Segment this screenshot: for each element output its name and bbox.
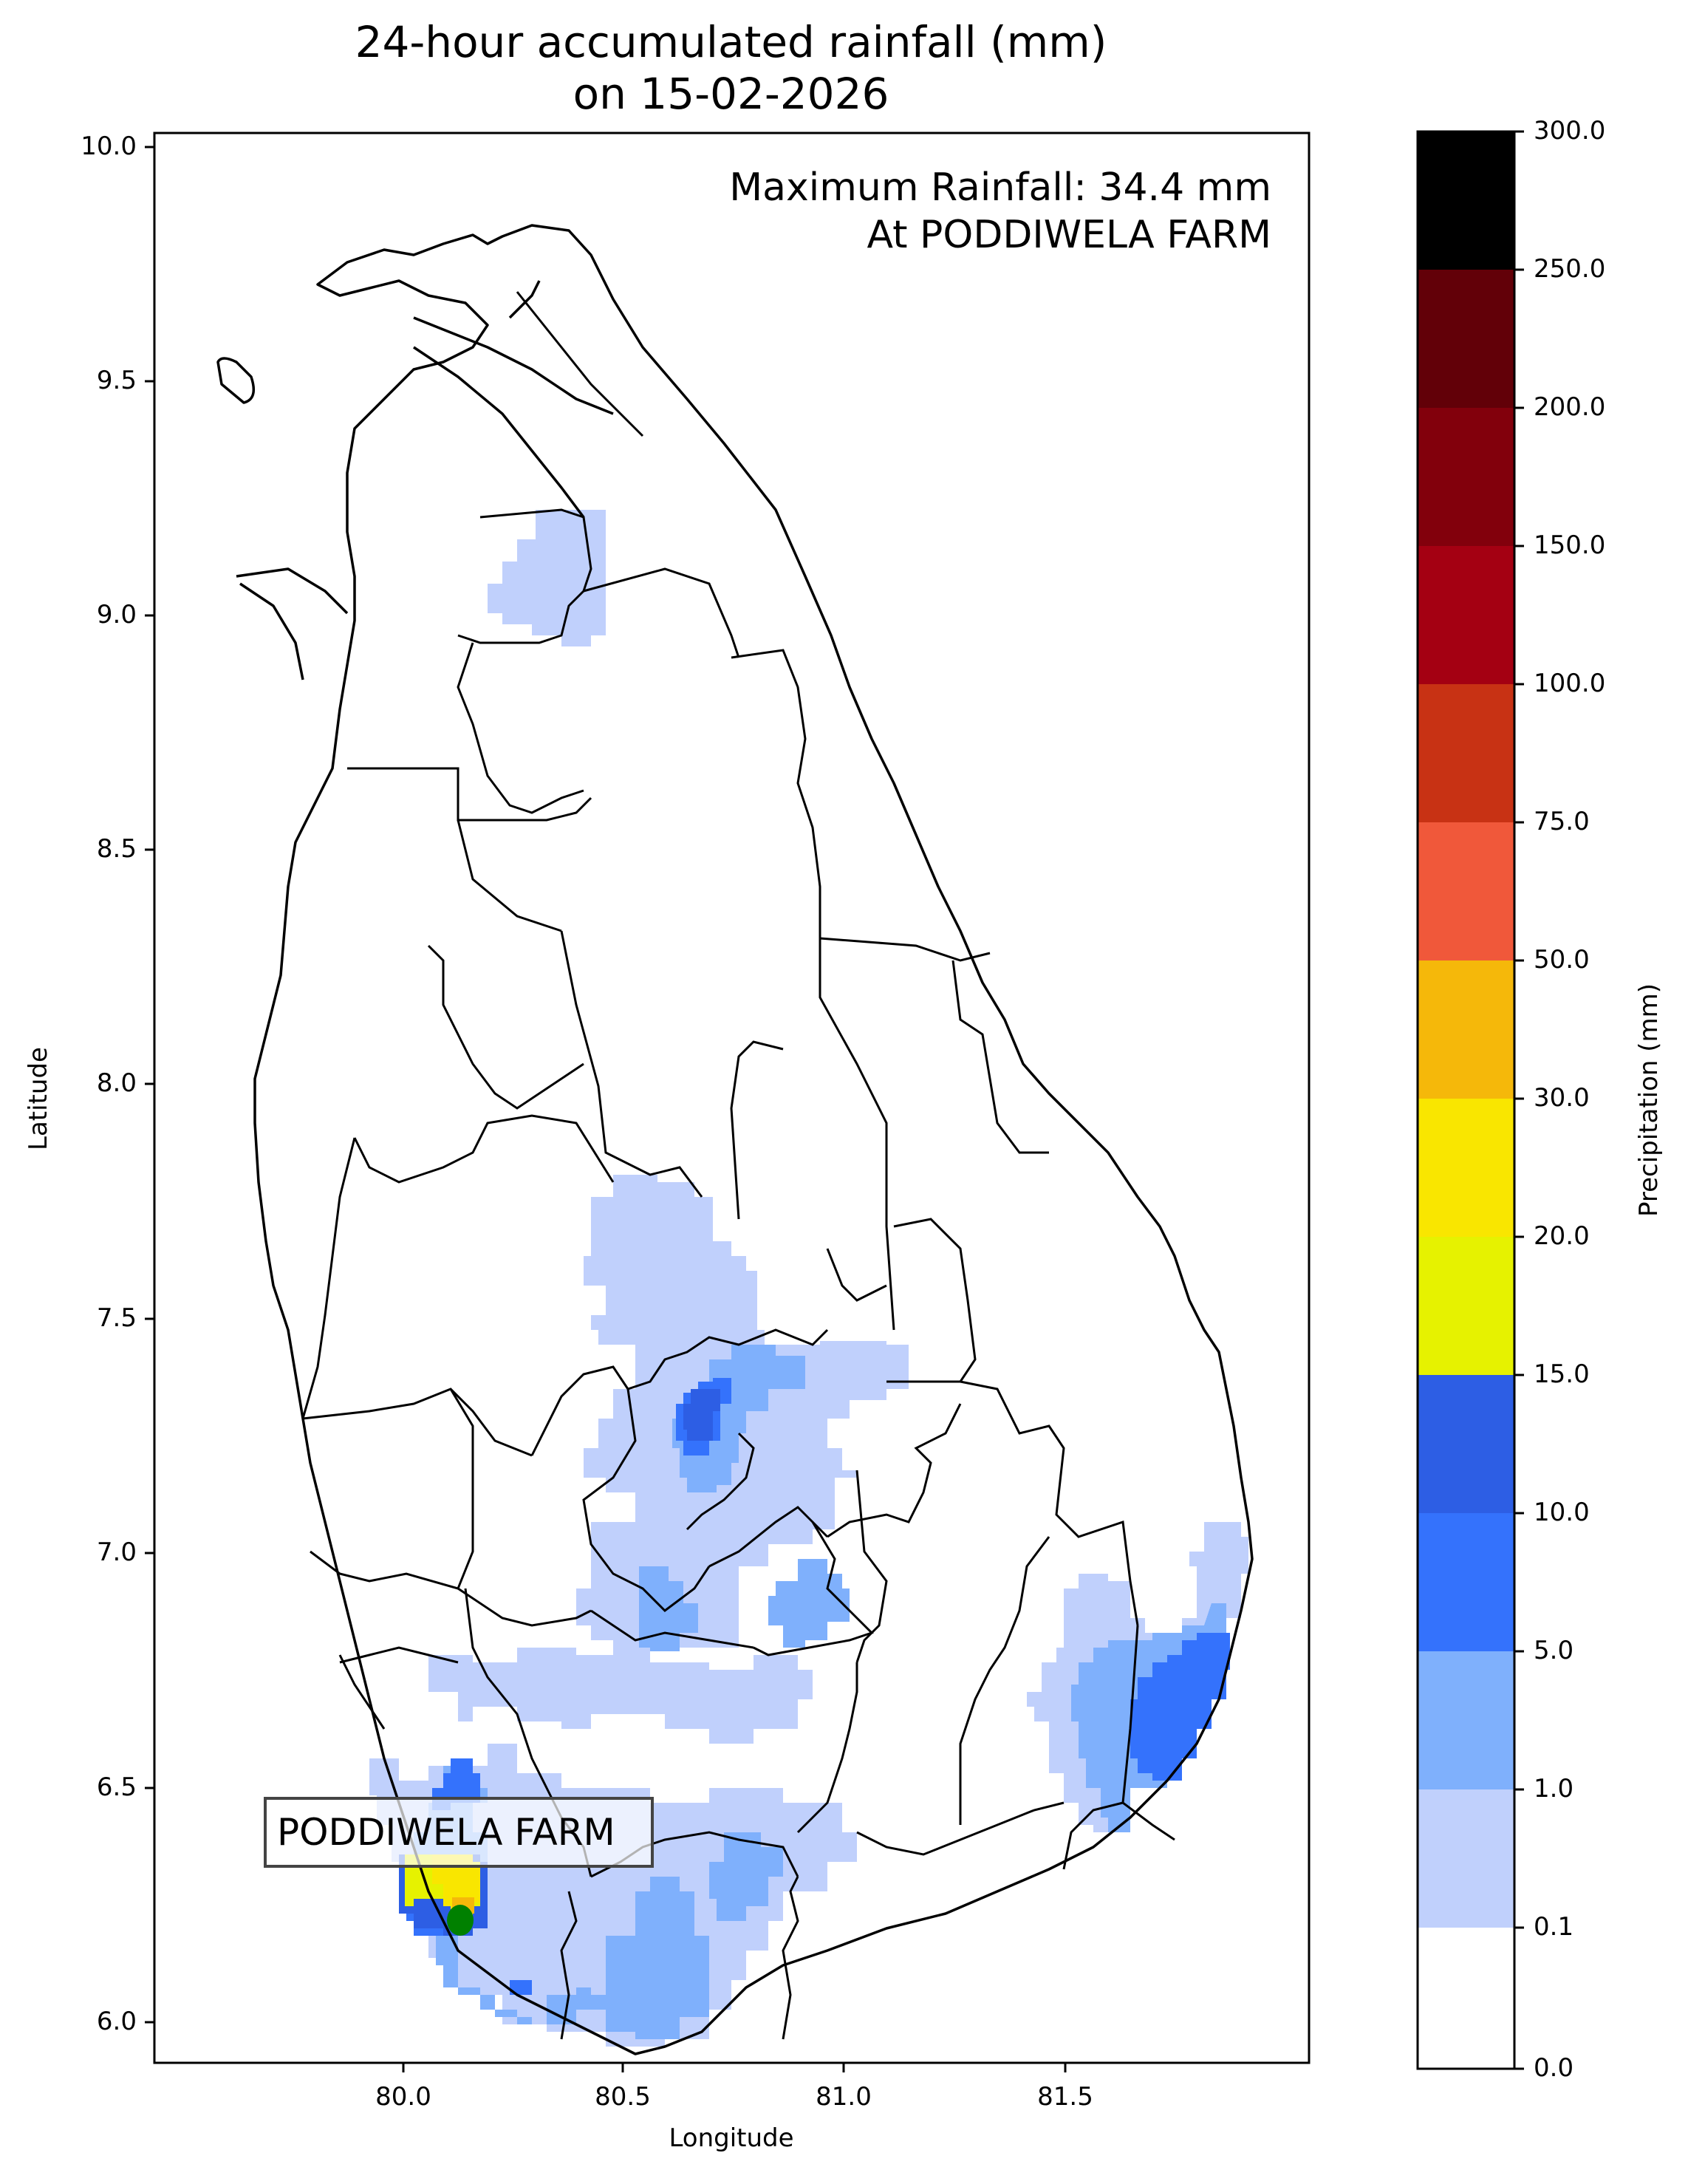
station-label: PODDIWELA FARM: [277, 1811, 615, 1854]
chart-title: 24-hour accumulated rainfall (mm) on 15-…: [153, 16, 1309, 120]
y-tick-label: 7.5: [96, 1303, 137, 1333]
colorbar-tick-label: 10.0: [1534, 1498, 1590, 1527]
colorbar-tick-label: 100.0: [1534, 669, 1606, 698]
max-station-line: At PODDIWELA FARM: [867, 213, 1271, 257]
colorbar: [1416, 130, 1516, 2070]
x-tick-label: 81.0: [816, 2082, 872, 2112]
colorbar-tick-label: 0.1: [1534, 1912, 1574, 1942]
y-tick-label: 10.0: [81, 132, 137, 161]
district-boundaries: [301, 291, 1175, 2040]
x-ticks: [402, 2063, 1067, 2072]
y-tick-label: 6.5: [96, 1772, 137, 1802]
colorbar-tick-label: 5.0: [1534, 1636, 1574, 1665]
y-tick-label: 9.0: [96, 600, 137, 629]
colorbar-tick-label: 300.0: [1534, 116, 1606, 146]
axes-frame: [153, 132, 1311, 2064]
colorbar-tick-label: 30.0: [1534, 1083, 1590, 1113]
y-tick-label: 7.0: [96, 1538, 137, 1567]
colorbar-tick-label: 75.0: [1534, 807, 1590, 836]
station-marker-icon: [447, 1905, 474, 1936]
x-tick-label: 80.5: [595, 2082, 651, 2112]
x-axis-label: Longitude: [669, 2123, 794, 2153]
max-rainfall-annotation: Maximum Rainfall: 34.4 mm At PODDIWELA F…: [729, 164, 1271, 259]
y-tick-label: 6.0: [96, 2007, 137, 2036]
y-tick-label: 8.5: [96, 834, 137, 864]
rainfall-field: [369, 510, 1248, 2047]
colorbar-tick-label: 20.0: [1534, 1221, 1590, 1251]
y-ticks: [145, 146, 154, 2024]
x-tick-label: 81.5: [1037, 2082, 1093, 2112]
x-tick-label: 80.0: [375, 2082, 431, 2112]
colorbar-tick-label: 250.0: [1534, 254, 1606, 284]
colorbar-tick-label: 200.0: [1534, 392, 1606, 422]
title-line-2: on 15-02-2026: [573, 69, 889, 119]
colorbar-tick-label: 150.0: [1534, 530, 1606, 560]
max-rainfall-line: Maximum Rainfall: 34.4 mm: [729, 165, 1271, 210]
station-label-box: [264, 1797, 654, 1868]
y-tick-label: 9.5: [96, 366, 137, 395]
colorbar-tick-label: 15.0: [1534, 1359, 1590, 1389]
y-axis-label: Latitude: [24, 1047, 53, 1150]
colorbar-tick-label: 50.0: [1534, 945, 1590, 975]
colorbar-tick-label: 1.0: [1534, 1774, 1574, 1803]
colorbar-tick-label: 0.0: [1534, 2053, 1574, 2083]
y-tick-label: 8.0: [96, 1068, 137, 1098]
colorbar-label: Precipitation (mm): [1634, 983, 1664, 1218]
coastline: [216, 224, 1254, 2055]
title-line-1: 24-hour accumulated rainfall (mm): [355, 17, 1107, 67]
colorbar-ticks: [1514, 130, 1524, 2070]
